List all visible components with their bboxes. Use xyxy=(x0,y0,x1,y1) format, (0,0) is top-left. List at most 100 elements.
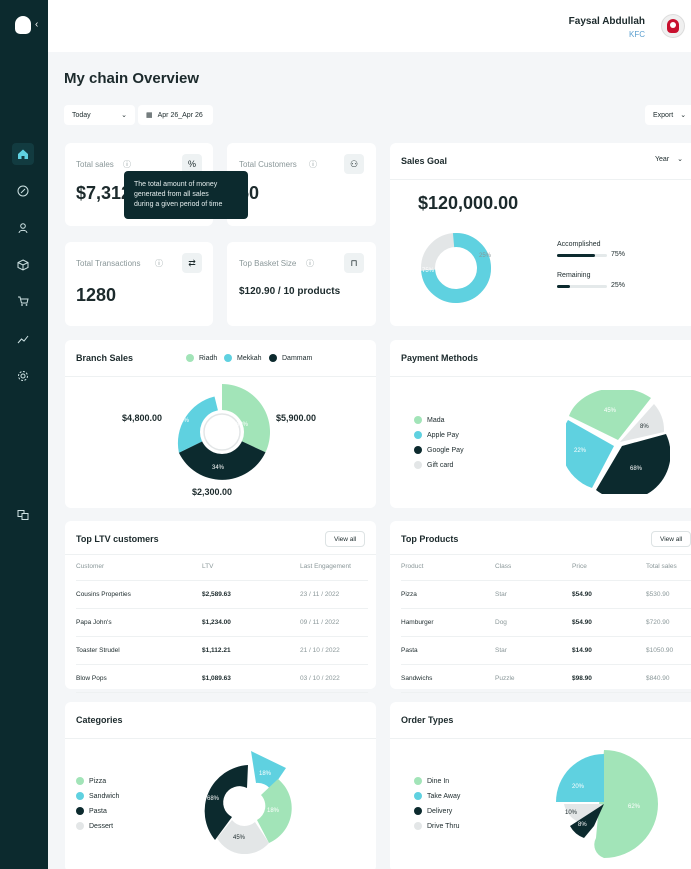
order-types-chart: 62% 20% 10% 8% xyxy=(556,750,658,858)
table-header-row: Product Class Price Total sales xyxy=(401,554,691,581)
info-icon[interactable]: ⓘ xyxy=(123,160,131,169)
cart-icon[interactable] xyxy=(12,290,34,312)
card-title: Top Products xyxy=(401,534,459,544)
card-title: Order Types xyxy=(401,715,454,725)
kpi-label: Top Basket Size xyxy=(239,259,297,268)
kpi-total-transactions: Total Transactions ⓘ ⇄ 1280 xyxy=(65,242,213,326)
kpi-total-customers: Total Customers ⓘ ⚇ 50 xyxy=(227,143,376,226)
legend-dot xyxy=(186,354,194,362)
legend-item: Mekkah xyxy=(224,354,262,362)
dammam-value: $2,300.00 xyxy=(192,487,233,497)
legend-dot xyxy=(76,792,84,800)
column-header: Last Engagement xyxy=(300,554,368,581)
chevron-down-icon: ⌄ xyxy=(121,112,127,119)
discount-icon[interactable] xyxy=(12,180,34,202)
legend-item: Riadh xyxy=(186,354,217,362)
card-title: Categories xyxy=(76,715,123,725)
slice-label: 8% xyxy=(640,424,649,430)
legend-dot xyxy=(414,822,422,830)
top-bar: Faysal Abdullah KFC xyxy=(48,0,691,52)
sidebar: ‹ xyxy=(0,0,48,869)
box-icon[interactable] xyxy=(12,254,34,276)
goal-value: $120,000.00 xyxy=(418,193,519,213)
categories-card: Categories Pizza Sandwich Pasta Dessert … xyxy=(65,702,376,869)
period-select[interactable]: Year ⌄ xyxy=(655,155,683,163)
avatar[interactable] xyxy=(661,14,685,38)
period-label: Year xyxy=(655,156,670,163)
table-row[interactable]: Cousins Properties $2,589.63 23 / 11 / 202… xyxy=(76,580,368,609)
kpi-value: $120.90 / 10 products xyxy=(239,286,341,297)
cell: Papa John's xyxy=(76,608,202,637)
riadh-value: $5,900.00 xyxy=(276,413,317,423)
donut-label: 25% xyxy=(479,253,492,259)
legend-label: Apple Pay xyxy=(427,431,459,439)
cell: $530.90 xyxy=(646,580,691,609)
view-all-button[interactable]: View all xyxy=(325,531,366,547)
period-select[interactable]: Today ⌄ xyxy=(64,105,135,125)
legend-label: Dine In xyxy=(427,777,450,785)
goal-donut: 75% 25% xyxy=(421,233,492,304)
chevron-down-icon: ⌄ xyxy=(677,156,683,163)
kpi-value: 1280 xyxy=(76,285,117,305)
language-icon[interactable] xyxy=(12,504,34,526)
table-row[interactable]: Pizza Star $54.90 $530.90 xyxy=(401,580,691,609)
user-icon[interactable] xyxy=(12,217,34,239)
legend-item: Mada xyxy=(414,416,445,424)
table-row[interactable]: Papa John's $1,234.00 09 / 11 / 2022 xyxy=(76,608,368,637)
date-range-picker[interactable]: ▦ Apr 26_Apr 26 xyxy=(138,105,213,125)
cell: $840.90 xyxy=(646,664,691,693)
cell: $720.90 xyxy=(646,608,691,637)
column-header: Total sales xyxy=(646,554,691,581)
slice-label: 45% xyxy=(604,408,617,414)
info-icon[interactable]: ⓘ xyxy=(306,259,314,268)
table-row[interactable]: Sandwichs Puzzle $98.90 $840.90 xyxy=(401,664,691,693)
card-title: Sales Goal xyxy=(401,156,448,166)
legend-dot xyxy=(414,416,422,424)
kpi-label: Total Transactions xyxy=(76,259,141,268)
table-row[interactable]: Blow Pops $1,089.63 03 / 10 / 2022 xyxy=(76,664,368,693)
home-icon[interactable] xyxy=(12,143,34,165)
cell: 23 / 11 / 2022 xyxy=(300,580,368,609)
export-button[interactable]: Export ⌄ xyxy=(645,105,691,125)
cell: $1050.90 xyxy=(646,636,691,665)
cell: Toaster Strudel xyxy=(76,636,202,665)
info-icon[interactable]: ⓘ xyxy=(155,259,163,268)
ltv-customers-card: Top LTV customers View all Customer LTV … xyxy=(65,521,376,693)
divider xyxy=(390,738,691,739)
tooltip-line: generated from all sales xyxy=(134,191,209,198)
cell: $1,089.63 xyxy=(202,664,300,693)
cell: Pizza xyxy=(401,580,495,609)
calendar-icon: ▦ xyxy=(146,112,153,119)
cell: Puzzle xyxy=(495,664,572,693)
legend-dot xyxy=(76,822,84,830)
slice-label: 68% xyxy=(630,466,643,472)
kpi-top-basket: Top Basket Size ⓘ ⊓ $120.90 / 10 product… xyxy=(227,242,376,326)
accomplished-bar xyxy=(557,254,607,257)
legend-dot xyxy=(414,777,422,785)
user-org: KFC xyxy=(629,30,645,39)
cell: $54.90 xyxy=(572,580,646,609)
table-row[interactable]: Hamburger Dog $54.90 $720.90 xyxy=(401,608,691,637)
legend-item: Dine In xyxy=(414,777,449,785)
legend-item: Take Away xyxy=(414,792,460,800)
slice-label: 68% xyxy=(207,796,220,802)
app-logo[interactable] xyxy=(15,16,31,34)
table-row[interactable]: Pasta Star $14.90 $1050.90 xyxy=(401,636,691,665)
cell: $54.90 xyxy=(572,608,646,637)
trend-icon[interactable] xyxy=(12,328,34,350)
info-icon[interactable]: ⓘ xyxy=(309,160,317,169)
users-icon: ⚇ xyxy=(344,154,364,174)
settings-icon[interactable] xyxy=(12,365,34,387)
legend-label: Google Pay xyxy=(427,446,464,454)
cell: Blow Pops xyxy=(76,664,202,693)
cell: $2,589.63 xyxy=(202,580,300,609)
page-title: My chain Overview xyxy=(64,70,200,87)
view-all-button[interactable]: View all xyxy=(651,531,691,547)
table-row[interactable]: Toaster Strudel $1,112.21 21 / 10 / 2022 xyxy=(76,636,368,665)
legend-label: Gift card xyxy=(427,461,454,469)
tooltip-line: during a given period of time xyxy=(134,201,223,208)
donut-label: 75% xyxy=(422,268,435,274)
chevron-left-icon[interactable]: ‹ xyxy=(35,19,39,30)
cell: $1,112.21 xyxy=(202,636,300,665)
slice-label: 32% xyxy=(236,422,249,428)
